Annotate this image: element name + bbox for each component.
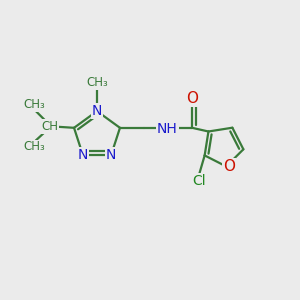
Text: Cl: Cl: [193, 174, 206, 188]
Text: CH₃: CH₃: [23, 98, 45, 111]
Text: N: N: [92, 104, 102, 118]
Text: CH: CH: [41, 120, 58, 133]
Text: O: O: [223, 159, 235, 174]
Text: O: O: [186, 91, 198, 106]
Text: CH₃: CH₃: [86, 76, 108, 89]
Text: N: N: [106, 148, 116, 162]
Text: N: N: [78, 148, 88, 162]
Text: CH₃: CH₃: [23, 140, 45, 154]
Text: NH: NH: [157, 122, 177, 136]
